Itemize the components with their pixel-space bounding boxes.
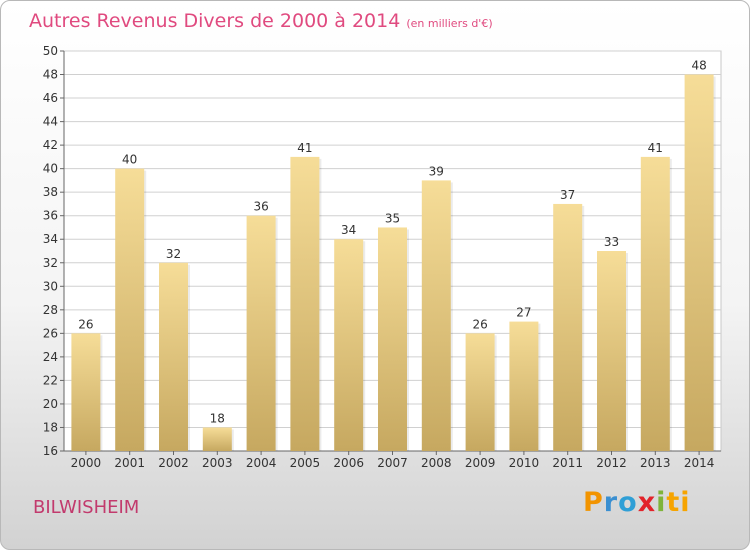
- data-label: 32: [166, 247, 181, 261]
- data-label: 26: [78, 317, 93, 331]
- y-tick-label: 48: [43, 68, 58, 82]
- data-label: 36: [253, 200, 268, 214]
- bar: [115, 168, 145, 451]
- chart-title-text: Autres Revenus Divers de 2000 à 2014: [29, 10, 401, 32]
- x-tick-label: 2009: [465, 456, 496, 470]
- x-tick-label: 2003: [202, 456, 233, 470]
- y-tick-label: 20: [43, 397, 58, 411]
- y-tick-label: 30: [43, 279, 58, 293]
- y-tick-label: 26: [43, 326, 58, 340]
- bar: [378, 227, 407, 451]
- bar: [159, 262, 188, 451]
- x-tick-label: 2000: [71, 456, 102, 470]
- chart-subtitle: (en milliers d'€): [406, 17, 493, 30]
- y-tick-label: 22: [43, 373, 58, 387]
- x-tick-label: 2007: [377, 456, 408, 470]
- x-tick-label: 2001: [114, 456, 145, 470]
- y-tick-label: 44: [43, 115, 58, 129]
- bar: [684, 74, 714, 451]
- data-label: 26: [472, 317, 487, 331]
- bar: [640, 156, 670, 451]
- logo-letter: ti: [666, 487, 691, 518]
- bar: [597, 251, 626, 451]
- data-label: 34: [341, 223, 356, 237]
- data-label: 41: [648, 141, 663, 155]
- data-label: 41: [297, 141, 312, 155]
- y-tick-label: 28: [43, 303, 58, 317]
- logo-letter: P: [583, 487, 604, 518]
- x-tick-label: 2005: [290, 456, 321, 470]
- logo-letter: o: [618, 487, 638, 518]
- bar: [509, 321, 539, 451]
- logo-letter: r: [603, 487, 619, 518]
- y-tick-label: 34: [43, 232, 58, 246]
- bar: [553, 203, 583, 451]
- location-label: BILWISHEIM: [33, 497, 140, 518]
- y-tick-label: 36: [43, 209, 58, 223]
- proxiti-logo: Proxiti: [583, 487, 691, 518]
- bar: [246, 215, 276, 451]
- x-tick-label: 2008: [421, 456, 452, 470]
- bar: [334, 239, 364, 451]
- data-label: 35: [385, 211, 400, 225]
- bar: [202, 427, 232, 451]
- y-tick-label: 40: [43, 162, 58, 176]
- data-label: 27: [516, 306, 531, 320]
- x-tick-label: 2011: [552, 456, 583, 470]
- y-tick-label: 46: [43, 91, 58, 105]
- data-label: 48: [691, 59, 706, 73]
- y-tick-label: 18: [43, 420, 58, 434]
- y-tick-label: 24: [43, 350, 58, 364]
- data-label: 40: [122, 153, 137, 167]
- x-tick-label: 2002: [158, 456, 189, 470]
- y-tick-label: 38: [43, 185, 58, 199]
- logo-letter: i: [656, 487, 667, 518]
- bar: [421, 180, 451, 452]
- chart-title: Autres Revenus Divers de 2000 à 2014 (en …: [29, 10, 493, 32]
- x-tick-label: 2004: [246, 456, 277, 470]
- data-label: 33: [604, 235, 619, 249]
- x-tick-label: 2006: [333, 456, 364, 470]
- y-tick-label: 42: [43, 138, 58, 152]
- x-tick-label: 2013: [640, 456, 671, 470]
- y-tick-label: 32: [43, 256, 58, 270]
- x-tick-label: 2014: [684, 456, 715, 470]
- data-label: 37: [560, 188, 575, 202]
- bar: [465, 333, 495, 451]
- data-label: 39: [429, 164, 444, 178]
- bar: [290, 156, 320, 451]
- y-tick-label: 50: [43, 44, 58, 58]
- data-label: 18: [210, 411, 225, 425]
- y-tick-label: 16: [43, 444, 58, 458]
- logo-letter: x: [637, 487, 657, 518]
- bar: [71, 333, 101, 451]
- x-tick-label: 2010: [509, 456, 540, 470]
- x-tick-label: 2012: [596, 456, 627, 470]
